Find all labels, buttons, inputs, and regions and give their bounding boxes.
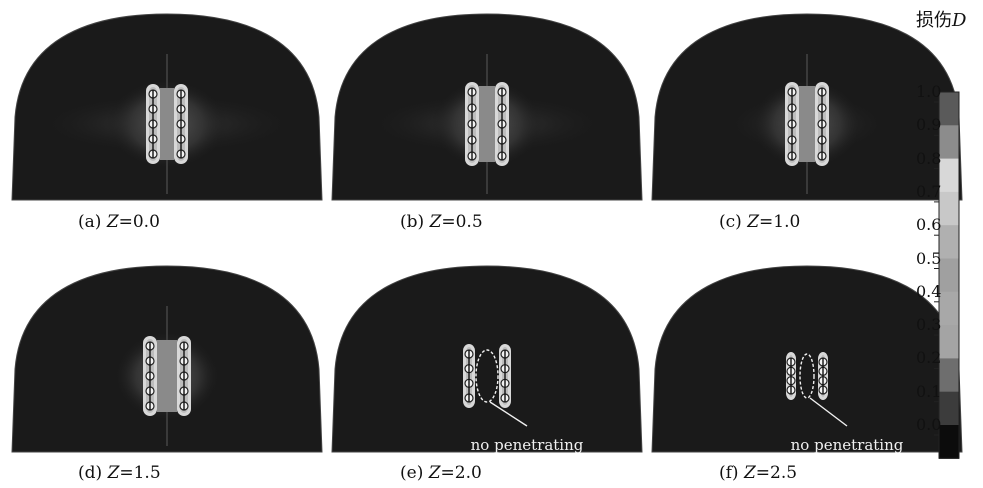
caption-d: (d) Z=1.5	[78, 463, 161, 483]
damage-bridge	[160, 88, 174, 160]
colorbar-segment	[939, 225, 959, 259]
damage-bridge	[799, 86, 815, 162]
colorbar-tick-label: 0.9	[916, 115, 942, 135]
damage-bridge	[157, 340, 177, 412]
colorbar	[934, 91, 960, 459]
panel-b	[331, 13, 643, 201]
damage-bridge	[479, 86, 495, 162]
annotation-leader	[809, 397, 848, 427]
colorbar-tick-label: 0.4	[916, 281, 942, 301]
panel-a	[11, 13, 323, 201]
panel-e: no penetrating	[331, 265, 643, 454]
caption-f: (f) Z=2.5	[719, 463, 798, 483]
colorbar-segment	[939, 391, 959, 426]
colorbar-tick-label: 0.7	[916, 181, 942, 201]
annotation-leader	[489, 401, 528, 427]
legend-title: 损伤D	[916, 10, 967, 31]
caption-b: (b) Z=0.5	[400, 212, 483, 232]
panel-d	[11, 265, 323, 453]
colorbar-tick-label: 0.0	[916, 415, 942, 434]
no-penetration-marker	[475, 349, 499, 403]
colorbar-segment	[939, 92, 959, 126]
colorbar-segment	[939, 191, 959, 226]
annotation-label: no penetrating	[471, 436, 584, 454]
tunnel-section	[331, 265, 643, 453]
colorbar-tick-label: 0.6	[916, 215, 942, 235]
colorbar-segment	[939, 425, 959, 459]
colorbar-tick-label: 0.3	[916, 315, 942, 335]
caption-a: (a) Z=0.0	[78, 212, 160, 232]
colorbar-tick-label: 0.5	[916, 248, 942, 268]
annotation-label: no penetrating	[791, 436, 904, 454]
colorbar-segment	[939, 125, 959, 160]
colorbar-segment	[939, 258, 959, 293]
colorbar-segment	[939, 291, 959, 326]
colorbar-tick-label: 0.2	[916, 348, 942, 368]
panel-f: no penetrating	[651, 265, 963, 454]
colorbar-segment	[939, 325, 959, 359]
caption-c: (c) Z=1.0	[719, 212, 801, 232]
no-penetration-marker	[799, 353, 815, 399]
colorbar-segment	[939, 158, 959, 193]
colorbar-tick-label: 1.0	[916, 82, 942, 101]
colorbar-segment	[939, 358, 959, 393]
caption-e: (e) Z=2.0	[400, 463, 482, 483]
panel-c	[651, 13, 963, 201]
colorbar-frame	[938, 91, 960, 459]
colorbar-tick-label: 0.1	[916, 381, 942, 401]
colorbar-tick-label: 0.8	[916, 148, 942, 168]
